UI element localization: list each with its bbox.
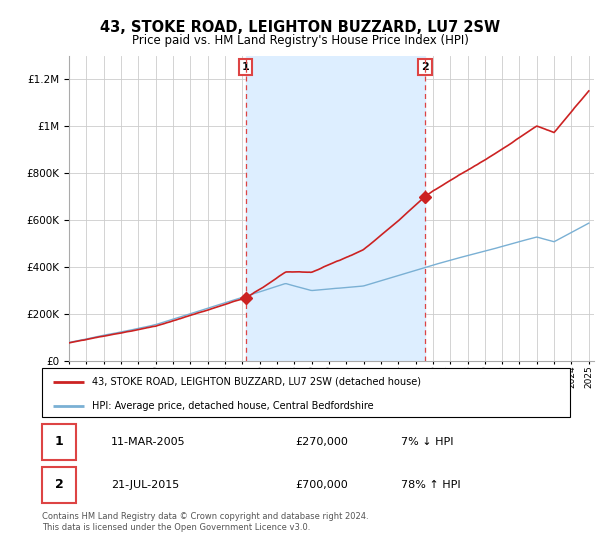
Text: 7% ↓ HPI: 7% ↓ HPI — [401, 437, 454, 447]
Text: 11-MAR-2005: 11-MAR-2005 — [110, 437, 185, 447]
Text: 2: 2 — [421, 62, 429, 72]
Text: 2: 2 — [55, 478, 64, 492]
Text: Price paid vs. HM Land Registry's House Price Index (HPI): Price paid vs. HM Land Registry's House … — [131, 34, 469, 46]
Bar — [42, 424, 76, 460]
Text: Contains HM Land Registry data © Crown copyright and database right 2024.
This d: Contains HM Land Registry data © Crown c… — [42, 512, 368, 532]
Text: 1: 1 — [55, 435, 64, 449]
Bar — [42, 467, 76, 503]
Text: 1: 1 — [242, 62, 250, 72]
Text: HPI: Average price, detached house, Central Bedfordshire: HPI: Average price, detached house, Cent… — [92, 402, 374, 412]
Bar — [245, 56, 425, 361]
Text: £270,000: £270,000 — [295, 437, 349, 447]
Text: £700,000: £700,000 — [295, 480, 348, 490]
Text: 78% ↑ HPI: 78% ↑ HPI — [401, 480, 461, 490]
Text: 43, STOKE ROAD, LEIGHTON BUZZARD, LU7 2SW (detached house): 43, STOKE ROAD, LEIGHTON BUZZARD, LU7 2S… — [92, 377, 421, 387]
Text: 43, STOKE ROAD, LEIGHTON BUZZARD, LU7 2SW: 43, STOKE ROAD, LEIGHTON BUZZARD, LU7 2S… — [100, 20, 500, 35]
Text: 21-JUL-2015: 21-JUL-2015 — [110, 480, 179, 490]
